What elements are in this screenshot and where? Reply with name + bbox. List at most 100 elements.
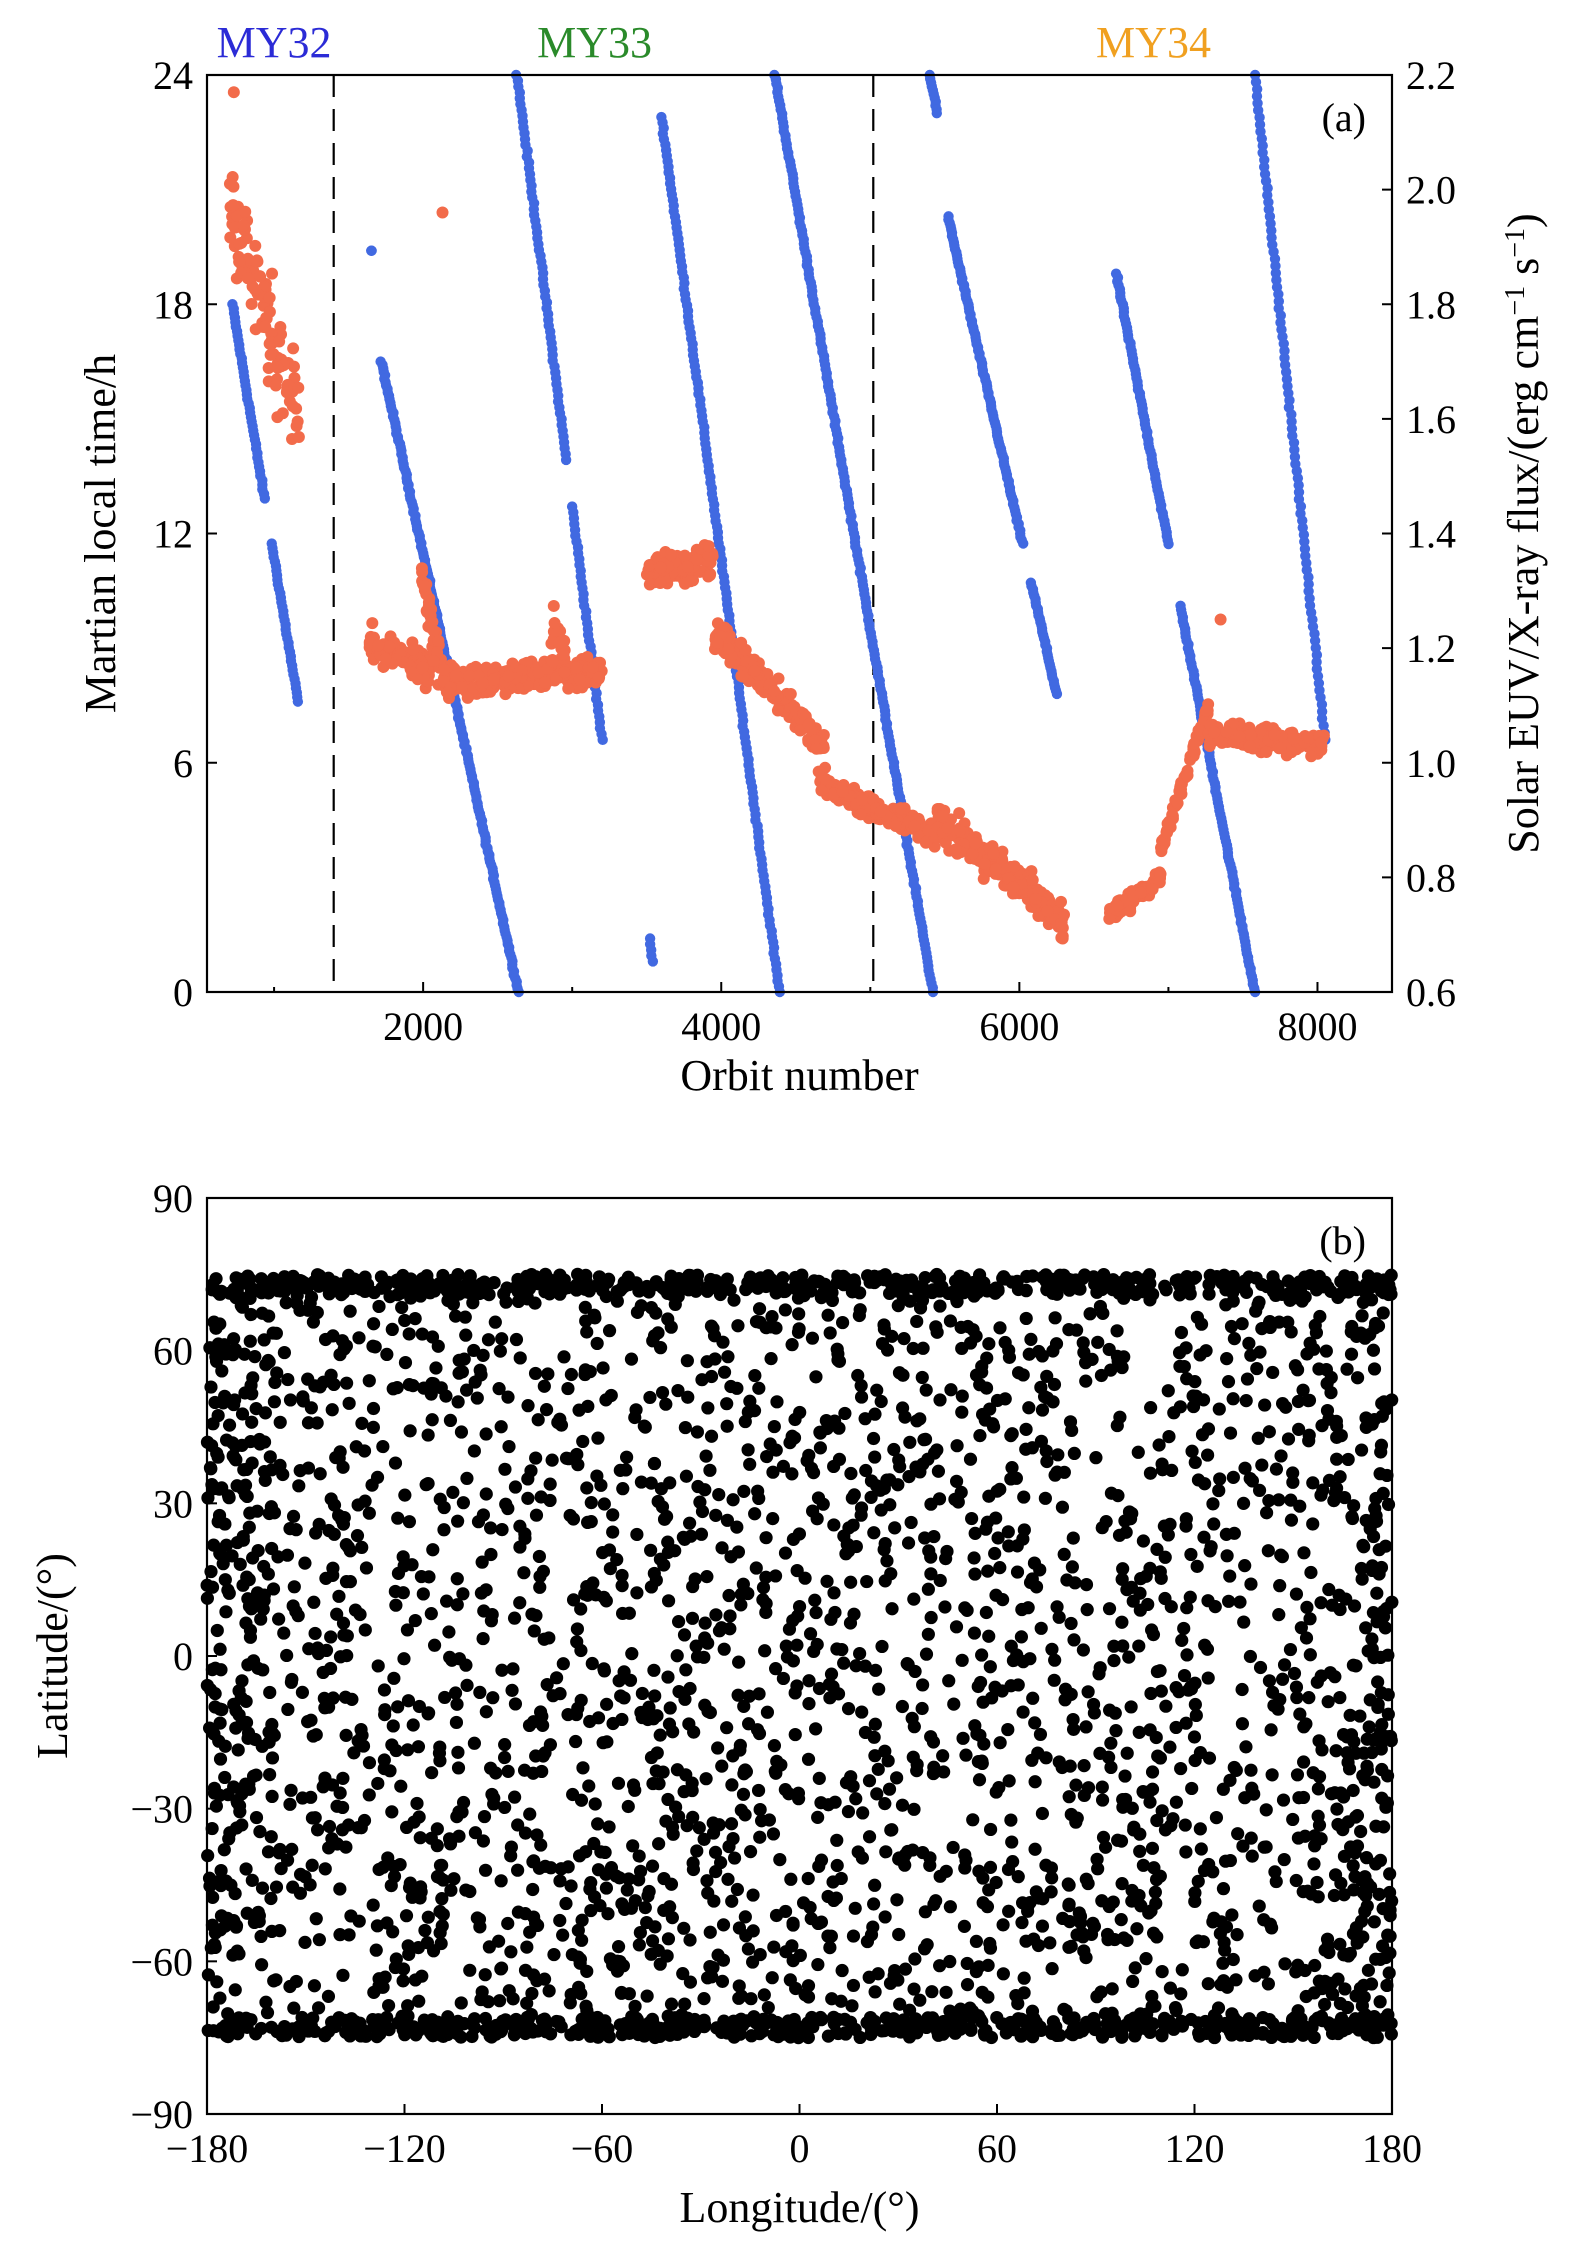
location-point xyxy=(955,1405,969,1419)
location-point xyxy=(362,1756,377,1770)
location-point xyxy=(1372,1543,1386,1557)
location-point xyxy=(979,1381,994,1395)
euv-flux-point xyxy=(702,549,715,562)
euv-flux-point xyxy=(654,577,667,590)
euv-flux-point xyxy=(954,824,967,837)
location-point xyxy=(274,1862,288,1876)
y2-tick-label: 0.8 xyxy=(1406,855,1456,900)
location-point xyxy=(269,1880,284,1894)
location-point xyxy=(1331,1972,1345,1986)
location-point xyxy=(571,1701,585,1715)
location-point xyxy=(737,1699,751,1713)
euv-flux-point xyxy=(416,566,429,579)
location-point xyxy=(993,1736,1007,1750)
location-point xyxy=(632,1849,646,1863)
location-point xyxy=(942,1674,956,1688)
location-point xyxy=(271,1550,285,1564)
location-point xyxy=(948,1274,963,1288)
euv-flux-point xyxy=(1181,769,1194,782)
local-time-point xyxy=(366,245,377,256)
euv-flux-point xyxy=(276,407,289,420)
location-point xyxy=(475,1985,489,1999)
y2-tick-label: 1.2 xyxy=(1406,626,1456,671)
location-point xyxy=(617,1691,631,1705)
location-point xyxy=(809,1605,823,1620)
euv-flux-point xyxy=(1146,883,1159,896)
location-point xyxy=(495,1332,509,1346)
location-point xyxy=(522,1718,537,1733)
location-point xyxy=(715,1974,730,1988)
location-point xyxy=(1045,1642,1059,1656)
location-point xyxy=(1238,1791,1252,1805)
location-point xyxy=(625,1276,639,1290)
location-point xyxy=(895,1798,910,1812)
location-point xyxy=(446,1485,460,1499)
location-point xyxy=(803,1627,818,1641)
location-point xyxy=(1302,1691,1316,1705)
location-point xyxy=(760,1705,775,1719)
location-point xyxy=(972,1773,987,1787)
panel-a-y2-axis-label: Solar EUV/X-ray flux/(erg cm−1 s−1) xyxy=(1499,213,1548,853)
location-point xyxy=(931,1464,946,1478)
location-point xyxy=(715,1541,729,1555)
location-point xyxy=(564,1987,578,2002)
location-point xyxy=(1307,2030,1321,2045)
location-point xyxy=(451,1745,465,1759)
location-point xyxy=(285,1842,299,1856)
location-point xyxy=(1169,1720,1183,1735)
location-point xyxy=(1265,1685,1280,1699)
location-point xyxy=(661,1594,676,1608)
euv-flux-point xyxy=(1173,785,1186,798)
location-point xyxy=(205,1439,219,1453)
location-point xyxy=(661,1670,675,1684)
location-point xyxy=(695,1373,709,1387)
location-point xyxy=(1015,1915,1029,1930)
euv-flux-point xyxy=(562,682,575,695)
location-point xyxy=(391,1511,405,1525)
location-point xyxy=(263,1685,277,1700)
location-point xyxy=(1301,1394,1315,1408)
location-point xyxy=(1004,1639,1018,1653)
location-point xyxy=(838,1406,852,1421)
location-point xyxy=(1304,1565,1318,1580)
location-point xyxy=(336,1616,351,1630)
location-point xyxy=(1017,1971,1031,1985)
location-point xyxy=(387,1869,402,1884)
location-point xyxy=(1124,1700,1138,1714)
location-point xyxy=(913,1301,928,1315)
location-point xyxy=(759,1605,773,1620)
location-point xyxy=(385,1738,399,1752)
location-point xyxy=(1169,2003,1183,2018)
location-point xyxy=(310,1416,324,1430)
location-point xyxy=(748,1368,762,1383)
location-point xyxy=(862,1830,877,1844)
location-point xyxy=(529,1451,543,1465)
location-point xyxy=(206,1890,220,1904)
location-point xyxy=(1107,1654,1121,1668)
location-point xyxy=(284,1675,299,1689)
location-point xyxy=(1330,1452,1344,1466)
location-point xyxy=(1259,1803,1273,1817)
location-point xyxy=(1359,1621,1373,1635)
location-point xyxy=(996,1918,1010,1932)
location-point xyxy=(377,1683,392,1697)
euv-flux-point xyxy=(836,785,849,798)
location-point xyxy=(222,1491,236,1505)
euv-flux-point xyxy=(1268,729,1281,742)
location-point xyxy=(412,1810,426,1824)
location-point xyxy=(1333,1996,1347,2011)
location-point xyxy=(1199,1344,1213,1358)
location-point xyxy=(915,1370,929,1385)
euv-flux-point xyxy=(1007,881,1020,894)
location-point xyxy=(1341,1452,1355,1467)
location-point xyxy=(956,1731,970,1745)
location-point xyxy=(476,1631,490,1646)
location-point xyxy=(1100,1927,1115,1942)
location-point xyxy=(821,1308,835,1322)
location-point xyxy=(841,1804,856,1819)
location-point xyxy=(768,1569,783,1583)
location-point xyxy=(585,1656,599,1671)
location-point xyxy=(791,1325,806,1339)
euv-flux-point xyxy=(586,661,599,674)
